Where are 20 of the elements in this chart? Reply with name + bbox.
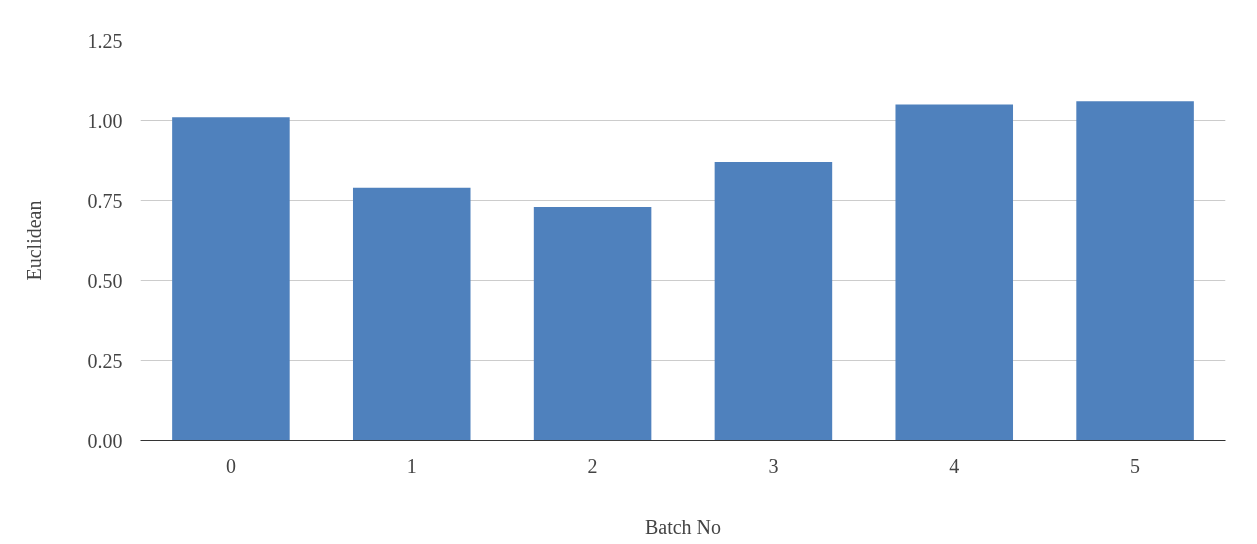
x-tick-label: 4 [949,454,960,477]
bar [533,206,652,441]
y-tick-label: 1.00 [87,109,123,132]
x-tick-label: 5 [1130,454,1141,477]
bar [895,104,1014,441]
bar [1076,101,1194,441]
y-tick-label: 1.25 [87,29,123,52]
bar [714,162,833,441]
x-tick-label: 1 [406,454,417,477]
y-tick-label: 0.00 [87,429,123,452]
x-tick-label: 2 [587,454,598,477]
y-axis-title: Euclidean [22,200,45,281]
y-tick-label: 0.75 [87,189,123,212]
x-tick-label: 3 [768,454,779,477]
bar [352,187,471,441]
y-tick-label: 0.25 [87,349,123,372]
y-tick-label: 0.50 [87,269,123,292]
x-axis-title: Batch No [644,515,722,538]
x-tick-label: 0 [225,454,236,477]
bar [172,117,290,441]
